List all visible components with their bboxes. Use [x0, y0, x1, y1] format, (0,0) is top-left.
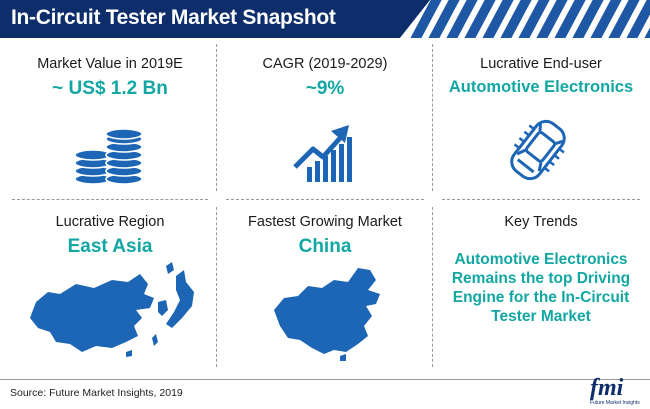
- grid-divider: [432, 207, 433, 367]
- market-value: ~ US$ 1.2 Bn: [52, 78, 168, 99]
- logo-text: fmi: [590, 375, 624, 401]
- fastest-growing-cell: Fastest Growing Market China: [220, 214, 430, 258]
- fastest-growing-value: China: [298, 236, 352, 257]
- cagr-cell: CAGR (2019-2029) ~9%: [220, 56, 430, 100]
- banner-stripes: [400, 0, 650, 38]
- footer-divider: [0, 379, 650, 380]
- end-user-label: Lucrative End-user: [480, 56, 602, 72]
- growth-chart-icon: [293, 125, 352, 182]
- region-value: East Asia: [67, 236, 153, 257]
- market-value-label: Market Value in 2019E: [37, 56, 183, 72]
- region-cell: Lucrative Region East Asia: [5, 214, 215, 258]
- grid-divider: [216, 207, 217, 367]
- china-map-icon: [274, 268, 380, 361]
- key-trends-cell: Key Trends Automotive Electronics Remain…: [436, 214, 646, 326]
- grid-divider: [12, 199, 208, 200]
- end-user-value: Automotive Electronics: [448, 78, 634, 96]
- cagr-label: CAGR (2019-2029): [262, 56, 388, 72]
- logo-subtitle: Future Market Insights: [590, 400, 640, 406]
- coin-stacks-icon: [74, 128, 143, 185]
- grid-divider: [442, 199, 640, 200]
- source-note: Source: Future Market Insights, 2019: [10, 387, 183, 399]
- page-title: In-Circuit Tester Market Snapshot: [11, 6, 336, 29]
- east-asia-map-icon: [30, 262, 194, 357]
- market-value-cell: Market Value in 2019E ~ US$ 1.2 Bn: [5, 56, 215, 100]
- region-label: Lucrative Region: [55, 214, 165, 230]
- grid-divider: [216, 44, 217, 191]
- title-banner: [0, 0, 430, 38]
- key-trends-label: Key Trends: [504, 214, 578, 230]
- grid-divider: [226, 199, 424, 200]
- grid-divider: [432, 44, 433, 191]
- end-user-cell: Lucrative End-user Automotive Electronic…: [436, 56, 646, 97]
- cagr-value: ~9%: [305, 78, 345, 99]
- fastest-growing-label: Fastest Growing Market: [248, 214, 402, 230]
- key-trends-value: Automotive Electronics Remains the top D…: [451, 251, 631, 325]
- car-chip-icon: [510, 119, 566, 181]
- fmi-logo: fmi Future Market Insights: [590, 375, 648, 407]
